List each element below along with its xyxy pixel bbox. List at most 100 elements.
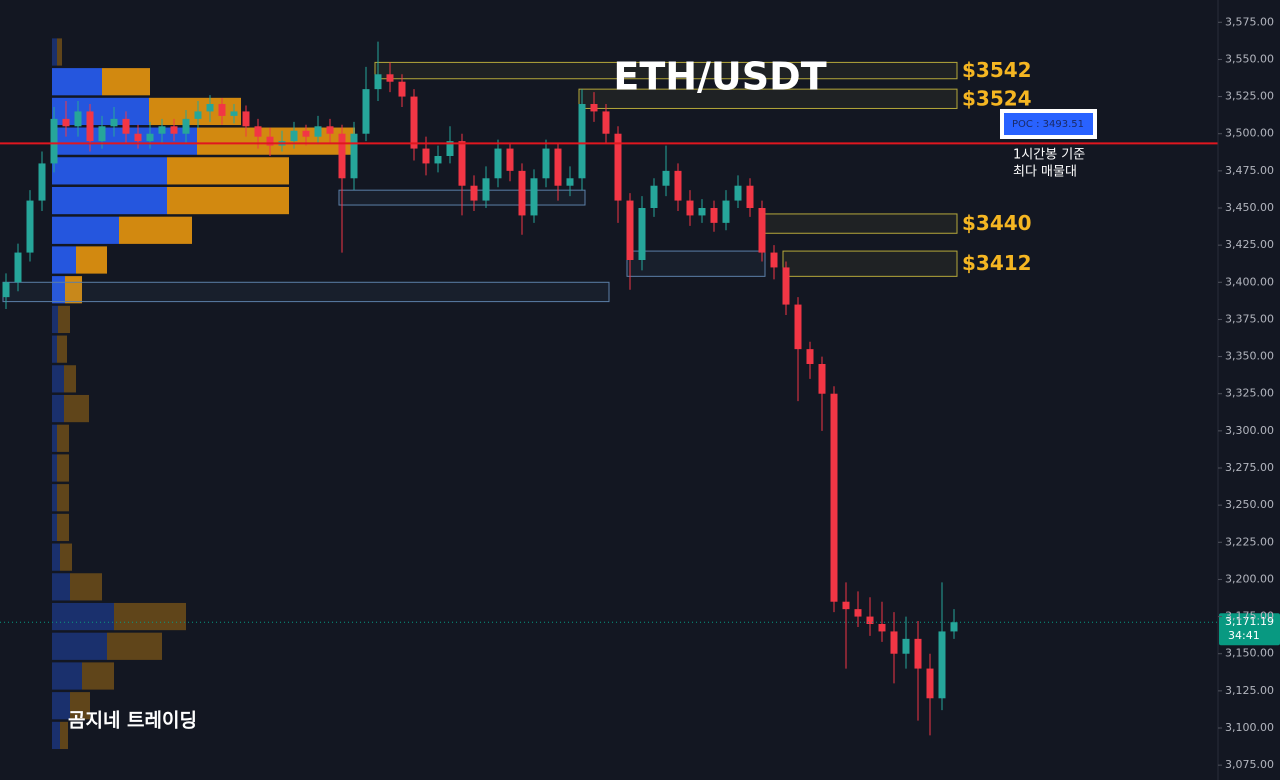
candle-body xyxy=(338,133,346,179)
profile-buy xyxy=(52,335,57,363)
candle-body xyxy=(290,130,298,142)
chart-title: ETH/USDT xyxy=(613,55,826,99)
candle-body xyxy=(542,148,550,179)
y-tick-label: 3,500.00 xyxy=(1225,127,1274,140)
profile-sell xyxy=(70,692,90,720)
profile-buy xyxy=(52,157,167,185)
candle-body xyxy=(566,178,574,186)
candle-body xyxy=(734,185,742,201)
candle-body xyxy=(242,111,250,127)
zone-label: $3412 xyxy=(962,251,1032,275)
zone xyxy=(758,213,958,234)
zone xyxy=(626,250,766,277)
candle-body xyxy=(398,81,406,97)
profile-sell xyxy=(57,335,67,363)
candle-body xyxy=(866,616,874,624)
candle-body xyxy=(686,200,694,216)
profile-sell xyxy=(57,38,62,66)
candle-body xyxy=(890,631,898,654)
candle-body xyxy=(374,74,382,90)
profile-buy xyxy=(52,365,64,393)
candle-body xyxy=(602,111,610,134)
profile-sell xyxy=(64,365,76,393)
zone xyxy=(578,88,958,109)
candle-body xyxy=(410,96,418,149)
candle-body xyxy=(614,133,622,201)
candle-body xyxy=(746,185,754,208)
candle-body xyxy=(938,631,946,699)
profile-sell xyxy=(57,484,69,512)
candle-body xyxy=(806,349,814,364)
candle-body xyxy=(818,364,826,394)
y-tick-label: 3,175.00 xyxy=(1225,610,1274,623)
y-tick-label: 3,250.00 xyxy=(1225,498,1274,511)
candle-body xyxy=(26,200,34,253)
zone-label: $3524 xyxy=(962,86,1032,110)
candle-body xyxy=(518,170,526,216)
candle-body xyxy=(386,74,394,82)
candle-body xyxy=(926,668,934,699)
candle-body xyxy=(350,133,358,179)
profile-sell xyxy=(60,543,72,571)
candle-body xyxy=(146,133,154,142)
candle-body xyxy=(458,141,466,186)
candle-body xyxy=(878,624,886,632)
y-tick-label: 3,375.00 xyxy=(1225,312,1274,325)
profile-buy xyxy=(52,543,60,571)
candle-body xyxy=(266,136,274,146)
profile-sell xyxy=(65,276,82,304)
candle-body xyxy=(446,141,454,156)
y-tick-label: 3,125.00 xyxy=(1225,684,1274,697)
candle-body xyxy=(182,118,190,134)
candle-body xyxy=(362,89,370,134)
y-tick-label: 3,350.00 xyxy=(1225,350,1274,363)
y-tick-label: 3,200.00 xyxy=(1225,572,1274,585)
profile-buy xyxy=(52,692,70,720)
candle-body xyxy=(134,133,142,142)
profile-buy xyxy=(52,305,58,334)
profile-buy xyxy=(52,602,114,631)
candle-body xyxy=(62,118,70,127)
y-tick-label: 3,325.00 xyxy=(1225,387,1274,400)
profile-sell xyxy=(57,513,69,542)
candle-body xyxy=(782,267,790,305)
candle-body xyxy=(110,118,118,127)
profile-buy xyxy=(52,68,102,96)
poc-label: POC : 3493.51 xyxy=(1012,119,1084,130)
profile-sell xyxy=(60,721,68,750)
candle-body xyxy=(122,118,130,134)
candle-body xyxy=(758,208,766,253)
profile-buy xyxy=(52,216,119,244)
profile-sell xyxy=(107,632,162,660)
candle-body xyxy=(470,185,478,201)
zone-label: $3440 xyxy=(962,211,1032,235)
candle-body xyxy=(530,178,538,216)
zone xyxy=(2,281,610,303)
candle-body xyxy=(674,170,682,201)
y-tick-label: 3,475.00 xyxy=(1225,164,1274,177)
profile-sell xyxy=(58,305,70,334)
poc-note: 최다 매물대 xyxy=(1013,165,1077,180)
candle-body xyxy=(698,208,706,216)
candle-body xyxy=(74,111,82,127)
y-tick-label: 3,225.00 xyxy=(1225,535,1274,548)
y-tick-label: 3,450.00 xyxy=(1225,201,1274,214)
candle-body xyxy=(2,282,10,298)
watermark: 곰지네 트레이딩 xyxy=(68,710,197,732)
candle-body xyxy=(170,126,178,134)
candle-body xyxy=(86,111,94,142)
candle-body xyxy=(218,104,226,116)
candle-body xyxy=(830,393,838,602)
y-tick-label: 3,525.00 xyxy=(1225,90,1274,103)
profile-buy xyxy=(52,276,65,304)
profile-sell xyxy=(167,186,289,215)
zone xyxy=(782,250,958,277)
candle-body xyxy=(482,178,490,201)
profile-sell xyxy=(70,573,102,601)
candle-body xyxy=(842,601,850,610)
candle-body xyxy=(506,148,514,171)
candle-body xyxy=(662,170,670,186)
profile-buy xyxy=(52,186,167,215)
profile-buy xyxy=(52,513,57,542)
profile-sell xyxy=(76,246,107,274)
